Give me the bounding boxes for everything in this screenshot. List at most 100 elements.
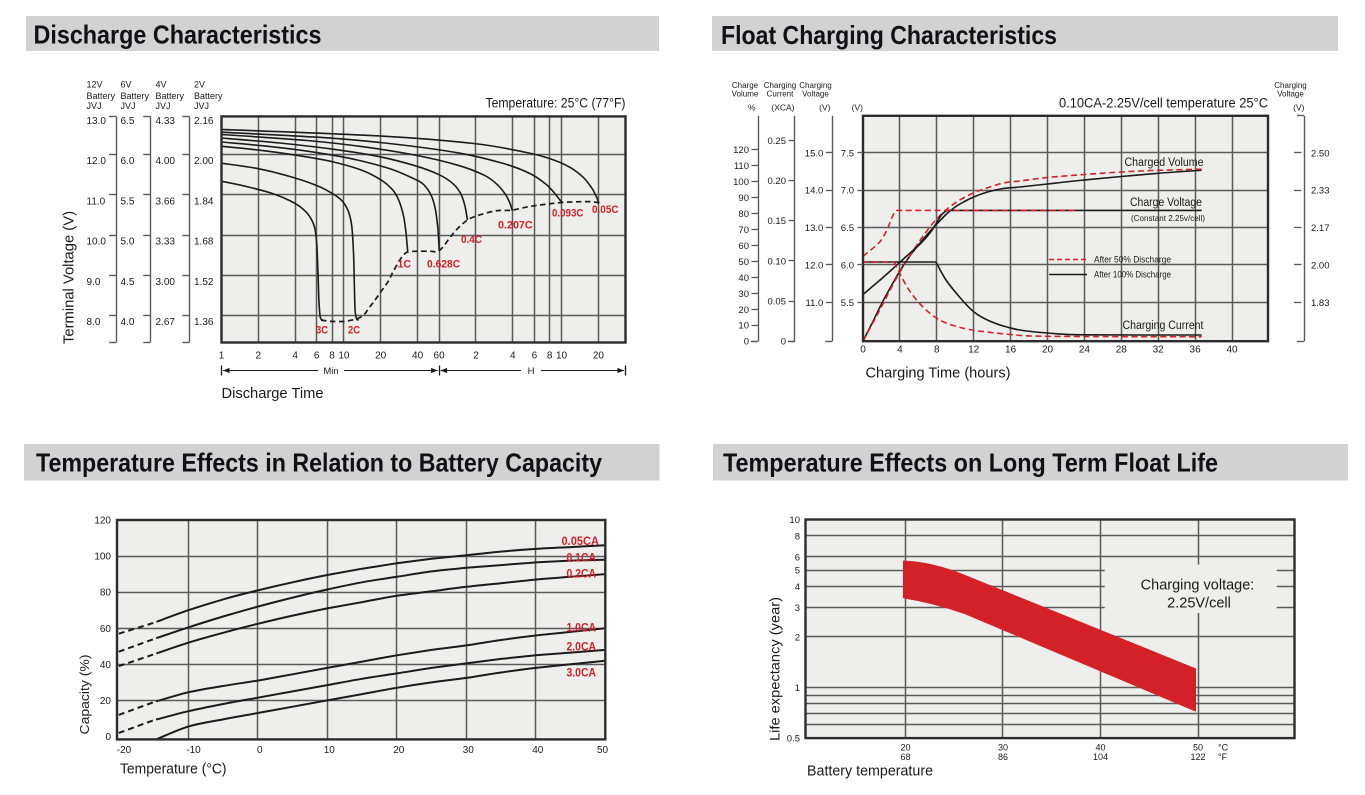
svg-text:5.5: 5.5 <box>841 298 854 309</box>
svg-text:(V): (V) <box>1293 103 1305 113</box>
svg-text:20: 20 <box>375 351 387 362</box>
svg-text:0.1CA: 0.1CA <box>567 551 597 565</box>
svg-text:24: 24 <box>1079 345 1091 356</box>
svg-text:8: 8 <box>795 531 800 542</box>
svg-text:After 50% Discharge: After 50% Discharge <box>1094 255 1171 265</box>
svg-text:0.10CA-2.25V/cell temperature: 0.10CA-2.25V/cell temperature 25°C <box>1059 96 1268 111</box>
svg-text:30: 30 <box>738 289 749 300</box>
svg-text:0: 0 <box>860 345 866 356</box>
svg-text:0.4C: 0.4C <box>461 234 482 246</box>
svg-text:2.67: 2.67 <box>156 317 176 328</box>
svg-text:2.0CA: 2.0CA <box>567 640 597 654</box>
svg-text:60: 60 <box>738 241 749 252</box>
svg-text:40: 40 <box>1226 345 1238 356</box>
svg-text:6.5: 6.5 <box>841 223 854 234</box>
svg-text:Terminal Voltage (V): Terminal Voltage (V) <box>62 211 78 344</box>
svg-text:60: 60 <box>100 624 112 635</box>
svg-text:Battery: Battery <box>194 91 223 101</box>
svg-text:1C: 1C <box>398 259 412 271</box>
svg-text:30: 30 <box>998 743 1008 753</box>
svg-text:50: 50 <box>1193 743 1203 753</box>
svg-text:20: 20 <box>593 351 605 362</box>
svg-text:1: 1 <box>219 351 225 362</box>
svg-text:3.0CA: 3.0CA <box>567 666 597 680</box>
svg-text:20: 20 <box>100 696 112 707</box>
svg-text:0.20: 0.20 <box>768 176 787 187</box>
svg-text:Min: Min <box>323 366 338 377</box>
svg-text:2V: 2V <box>194 80 205 90</box>
svg-text:100: 100 <box>94 552 111 563</box>
svg-text:6: 6 <box>532 351 538 362</box>
svg-text:7.0: 7.0 <box>841 186 854 197</box>
svg-text:4: 4 <box>292 351 298 362</box>
svg-text:13.0: 13.0 <box>87 116 107 127</box>
svg-text:Current: Current <box>767 89 794 98</box>
svg-text:Charge Voltage: Charge Voltage <box>1130 197 1202 209</box>
svg-text:H: H <box>528 366 535 377</box>
svg-text:8: 8 <box>329 351 335 362</box>
svg-text:7.5: 7.5 <box>841 148 854 159</box>
svg-text:5.0: 5.0 <box>121 237 135 248</box>
svg-text:4: 4 <box>795 582 800 593</box>
svg-text:110: 110 <box>734 161 749 172</box>
svg-text:0.2CA: 0.2CA <box>567 567 597 581</box>
svg-text:5: 5 <box>795 566 800 577</box>
svg-text:20: 20 <box>738 305 749 316</box>
svg-text:50: 50 <box>597 745 609 756</box>
svg-text:10: 10 <box>738 321 749 332</box>
svg-text:0.093C: 0.093C <box>552 208 583 220</box>
svg-text:6.0: 6.0 <box>841 261 854 272</box>
svg-text:Battery temperature: Battery temperature <box>807 763 933 780</box>
svg-text:2.33: 2.33 <box>1311 186 1330 197</box>
svg-text:Temperature: 25°C (77°F): Temperature: 25°C (77°F) <box>486 96 626 111</box>
svg-text:4.00: 4.00 <box>156 156 176 167</box>
svg-text:120: 120 <box>94 516 111 527</box>
svg-text:0.207C: 0.207C <box>498 220 533 232</box>
svg-text:12V: 12V <box>87 80 103 90</box>
svg-text:JVJ: JVJ <box>156 101 171 111</box>
svg-text:Battery: Battery <box>87 91 116 101</box>
svg-text:Temperature (°C): Temperature (°C) <box>120 761 227 778</box>
svg-text:70: 70 <box>738 225 749 236</box>
svg-text:2C: 2C <box>348 325 360 337</box>
svg-text:30: 30 <box>463 745 475 756</box>
svg-text:0.5: 0.5 <box>787 734 800 745</box>
svg-text:Battery: Battery <box>156 91 185 101</box>
svg-text:1.83: 1.83 <box>1311 298 1330 309</box>
svg-text:0.05CA: 0.05CA <box>562 534 600 548</box>
svg-text:80: 80 <box>100 588 112 599</box>
svg-text:Capacity (%): Capacity (%) <box>77 655 92 735</box>
svg-text:3.66: 3.66 <box>156 196 176 207</box>
svg-text:Battery: Battery <box>121 91 150 101</box>
svg-text:0: 0 <box>257 745 263 756</box>
svg-text:2.00: 2.00 <box>1311 261 1330 272</box>
svg-text:12.0: 12.0 <box>805 261 824 272</box>
svg-text:0.05: 0.05 <box>768 297 787 308</box>
svg-text:1: 1 <box>795 683 800 694</box>
svg-text:13.0: 13.0 <box>805 223 824 234</box>
svg-text:Charging Current: Charging Current <box>1123 320 1205 332</box>
svg-text:0.05C: 0.05C <box>592 204 619 216</box>
svg-text:60: 60 <box>434 351 446 362</box>
svg-text:40: 40 <box>100 660 112 671</box>
svg-text:10: 10 <box>789 515 800 526</box>
svg-text:9.0: 9.0 <box>87 277 101 288</box>
svg-text:8: 8 <box>934 345 940 356</box>
svg-text:JVJ: JVJ <box>87 101 102 111</box>
svg-text:-20: -20 <box>117 745 132 756</box>
svg-text:40: 40 <box>412 351 424 362</box>
svg-text:Charging: Charging <box>799 81 831 90</box>
svg-text:3: 3 <box>795 603 800 614</box>
svg-text:5.5: 5.5 <box>121 196 135 207</box>
svg-text:8: 8 <box>547 351 553 362</box>
svg-text:Charging Time (hours): Charging Time (hours) <box>866 365 1011 382</box>
svg-text:JVJ: JVJ <box>121 101 136 111</box>
svg-text:122: 122 <box>1190 752 1205 762</box>
svg-text:(V): (V) <box>819 103 831 113</box>
svg-text:0.25: 0.25 <box>768 136 787 147</box>
svg-text:6.0: 6.0 <box>121 156 135 167</box>
svg-text:4V: 4V <box>156 80 167 90</box>
svg-text:Volume: Volume <box>732 89 759 98</box>
svg-text:Charging: Charging <box>1274 81 1306 90</box>
svg-text:120: 120 <box>733 145 749 156</box>
